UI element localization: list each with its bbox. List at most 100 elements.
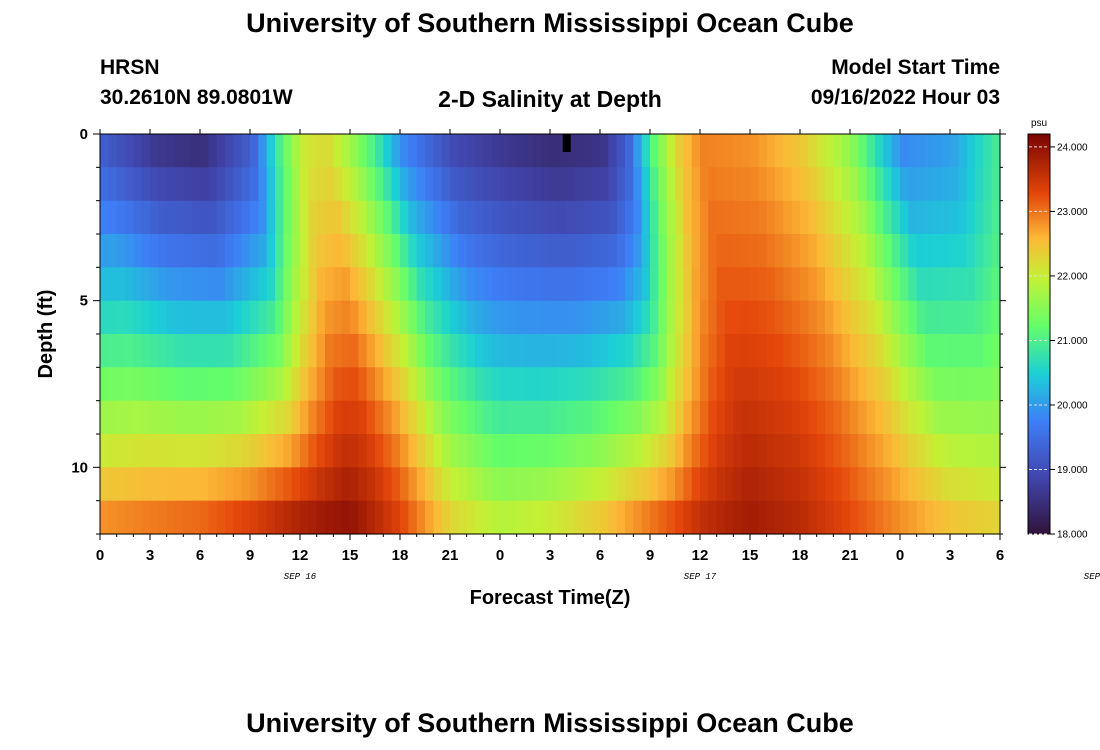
heatmap-cell bbox=[183, 234, 193, 268]
heatmap-cell bbox=[408, 167, 418, 202]
heatmap-cell bbox=[325, 467, 334, 502]
heatmap-cell bbox=[666, 267, 676, 302]
heatmap-cell bbox=[408, 267, 418, 302]
heatmap-cell bbox=[716, 300, 726, 335]
heatmap-cell bbox=[408, 367, 418, 402]
heatmap-cell bbox=[125, 434, 134, 468]
heatmap-cell bbox=[683, 400, 693, 435]
heatmap-cell bbox=[300, 267, 309, 302]
heatmap-cell bbox=[650, 300, 659, 335]
heatmap-cell bbox=[250, 134, 259, 168]
heatmap-cell bbox=[241, 234, 251, 268]
heatmap-cell bbox=[350, 434, 359, 468]
heatmap-cell bbox=[766, 500, 776, 535]
heatmap-cell bbox=[683, 134, 693, 168]
heatmap-cell bbox=[841, 400, 851, 435]
heatmap-cell bbox=[500, 134, 509, 168]
heatmap-cell bbox=[483, 200, 493, 235]
heatmap-cell bbox=[500, 300, 509, 335]
heatmap-cell bbox=[158, 400, 168, 435]
heatmap-cell bbox=[816, 367, 826, 402]
heatmap-cell bbox=[925, 300, 934, 335]
heatmap-cell bbox=[791, 367, 801, 402]
heatmap-cell bbox=[258, 334, 268, 368]
heatmap-cell bbox=[908, 467, 918, 502]
heatmap-cell bbox=[208, 400, 218, 435]
heatmap-cell bbox=[583, 467, 593, 502]
heatmap-cell bbox=[700, 267, 709, 302]
heatmap-cell bbox=[250, 300, 259, 335]
heatmap-cell bbox=[766, 367, 776, 402]
heatmap-cell bbox=[258, 467, 268, 502]
heatmap-cell bbox=[500, 400, 509, 435]
heatmap-cell bbox=[383, 434, 393, 468]
heatmap-cell bbox=[458, 267, 468, 302]
heatmap-cell bbox=[858, 134, 868, 168]
heatmap-cell bbox=[583, 500, 593, 535]
heatmap-cell bbox=[500, 434, 509, 468]
heatmap-cell bbox=[983, 400, 993, 435]
heatmap-cell bbox=[633, 367, 643, 402]
heatmap-cell bbox=[683, 300, 693, 335]
heatmap-cell bbox=[708, 434, 718, 468]
heatmap-cell bbox=[275, 167, 284, 202]
heatmap-cell bbox=[450, 300, 459, 335]
heatmap-cell bbox=[400, 434, 409, 468]
heatmap-cell bbox=[175, 234, 184, 268]
heatmap-cell bbox=[475, 234, 484, 268]
heatmap-cell bbox=[616, 234, 626, 268]
heatmap-cell bbox=[208, 334, 218, 368]
heatmap-cell bbox=[316, 267, 326, 302]
heatmap-cell bbox=[925, 167, 934, 202]
heatmap-cell bbox=[800, 400, 809, 435]
heatmap-cell bbox=[841, 467, 851, 502]
heatmap-cell bbox=[350, 500, 359, 535]
heatmap-cell bbox=[533, 467, 543, 502]
heatmap-cell bbox=[225, 167, 234, 202]
heatmap-cell bbox=[433, 334, 443, 368]
heatmap-cell bbox=[658, 134, 668, 168]
heatmap-cell bbox=[383, 200, 393, 235]
heatmap-cell bbox=[375, 367, 384, 402]
heatmap-cell bbox=[566, 167, 576, 202]
heatmap-cell bbox=[658, 500, 668, 535]
x-axis: 0 3 6 9 12 15 18 21 0 3 6 9 12 15 18 21 0 3 6 SEP 16 SEP 17 S… bbox=[96, 129, 1100, 582]
heatmap-cell bbox=[666, 500, 676, 535]
heatmap-cell bbox=[658, 367, 668, 402]
heatmap-cell bbox=[675, 500, 684, 535]
heatmap-cell bbox=[216, 334, 226, 368]
x-tick-label: 15 bbox=[742, 547, 759, 564]
x-tick-label: 12 bbox=[292, 547, 309, 564]
heatmap-cell bbox=[741, 167, 751, 202]
heatmap-cell bbox=[316, 234, 326, 268]
heatmap-cell bbox=[908, 167, 918, 202]
heatmap-cell bbox=[333, 234, 343, 268]
heatmap-cell bbox=[766, 434, 776, 468]
heatmap-cell bbox=[875, 267, 884, 302]
heatmap-cell bbox=[608, 134, 618, 168]
heatmap-cell bbox=[866, 367, 876, 402]
heatmap-cell bbox=[783, 467, 793, 502]
heatmap-cell bbox=[958, 434, 968, 468]
heatmap-cell bbox=[233, 134, 243, 168]
heatmap-cell bbox=[466, 467, 476, 502]
heatmap-cell bbox=[308, 434, 318, 468]
heatmap-cell bbox=[616, 500, 626, 535]
heatmap-cell bbox=[758, 367, 768, 402]
heatmap-cell bbox=[216, 367, 226, 402]
heatmap-cell bbox=[958, 500, 968, 535]
heatmap-cell bbox=[316, 367, 326, 402]
heatmap-cell bbox=[541, 134, 551, 168]
heatmap-cell bbox=[266, 234, 276, 268]
heatmap-cell bbox=[508, 234, 518, 268]
heatmap-cell bbox=[625, 400, 634, 435]
heatmap-cell bbox=[716, 434, 726, 468]
heatmap-cell bbox=[683, 167, 693, 202]
heatmap-cell bbox=[983, 500, 993, 535]
heatmap-cell bbox=[291, 500, 301, 535]
heatmap-cell bbox=[808, 267, 818, 302]
heatmap-cell bbox=[975, 434, 984, 468]
heatmap-cell bbox=[150, 234, 159, 268]
heatmap-cell bbox=[816, 467, 826, 502]
heatmap-cell bbox=[966, 367, 976, 402]
